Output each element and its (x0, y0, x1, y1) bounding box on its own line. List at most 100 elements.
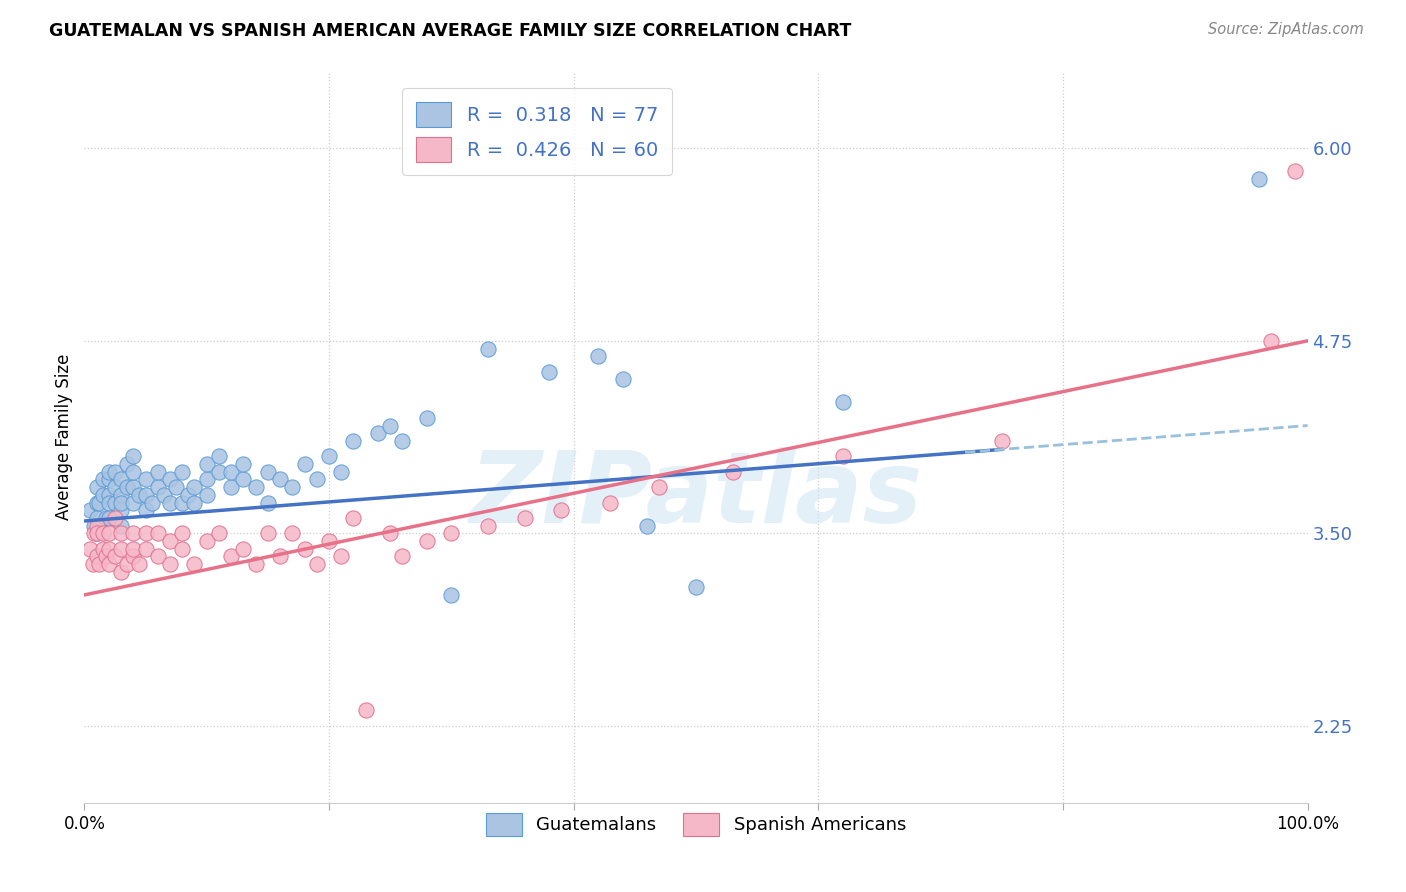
Point (79, 541, 101, 556)
Point (91, 488, 114, 502)
Point (257, 495, 280, 509)
Point (232, 457, 254, 471)
Point (281, 526, 304, 541)
Point (208, 526, 231, 541)
Point (269, 472, 291, 486)
Y-axis label: Average Family Size: Average Family Size (55, 354, 73, 520)
Point (86, 511, 108, 525)
Point (135, 503, 157, 517)
Point (86, 549, 108, 564)
Point (122, 450, 145, 464)
Point (219, 465, 242, 479)
Point (172, 495, 194, 509)
Point (177, 488, 200, 502)
Point (110, 526, 132, 541)
Point (269, 549, 291, 564)
Point (115, 557, 138, 571)
Point (342, 434, 364, 448)
Point (110, 472, 132, 486)
Point (257, 526, 280, 541)
Point (86, 480, 108, 494)
Point (183, 480, 205, 494)
Point (97, 557, 120, 571)
Point (115, 457, 138, 471)
Point (96, 549, 118, 564)
Point (128, 488, 150, 502)
Point (110, 488, 132, 502)
Point (380, 418, 402, 433)
Point (172, 526, 194, 541)
Point (305, 557, 328, 571)
Point (135, 488, 157, 502)
Point (97, 472, 120, 486)
Point (245, 557, 267, 571)
Point (87, 557, 110, 571)
Point (97, 541, 120, 556)
Point (305, 472, 328, 486)
Point (367, 426, 389, 441)
Point (122, 465, 145, 479)
Point (318, 450, 340, 464)
Point (416, 410, 439, 425)
Point (110, 565, 132, 579)
Point (538, 365, 561, 379)
Point (513, 511, 536, 525)
Point (91, 472, 114, 486)
Point (104, 549, 127, 564)
Point (183, 557, 205, 571)
Point (208, 465, 231, 479)
Point (294, 541, 316, 556)
Point (721, 465, 744, 479)
Point (104, 495, 127, 509)
Point (135, 472, 157, 486)
Point (110, 503, 132, 517)
Point (141, 495, 163, 509)
Point (219, 480, 242, 494)
Point (195, 534, 218, 549)
Point (159, 495, 181, 509)
Point (1260, 334, 1282, 348)
Point (159, 472, 181, 486)
Point (550, 503, 572, 517)
Point (380, 526, 402, 541)
Point (831, 395, 853, 409)
Point (135, 526, 157, 541)
Point (146, 526, 169, 541)
Point (122, 480, 145, 494)
Point (110, 518, 132, 533)
Point (391, 549, 413, 564)
Point (97, 465, 120, 479)
Point (91, 526, 114, 541)
Point (195, 488, 218, 502)
Point (86, 526, 108, 541)
Point (86, 518, 108, 533)
Point (330, 549, 353, 564)
Point (257, 465, 280, 479)
Point (146, 480, 169, 494)
Point (87, 495, 110, 509)
Point (219, 549, 242, 564)
Point (245, 480, 267, 494)
Point (104, 511, 127, 525)
Text: Source: ZipAtlas.com: Source: ZipAtlas.com (1208, 22, 1364, 37)
Point (97, 526, 120, 541)
Point (440, 588, 463, 602)
Point (159, 557, 181, 571)
Point (96, 511, 118, 525)
Point (172, 541, 194, 556)
Point (416, 534, 439, 549)
Point (110, 541, 132, 556)
Point (232, 472, 254, 486)
Text: ZIPatlas: ZIPatlas (470, 447, 922, 544)
Point (648, 480, 671, 494)
Point (110, 495, 132, 509)
Point (115, 480, 138, 494)
Point (135, 541, 157, 556)
Point (440, 526, 463, 541)
Point (159, 534, 181, 549)
Point (91, 541, 114, 556)
Point (342, 511, 364, 525)
Point (146, 465, 169, 479)
Point (294, 457, 316, 471)
Point (165, 480, 187, 494)
